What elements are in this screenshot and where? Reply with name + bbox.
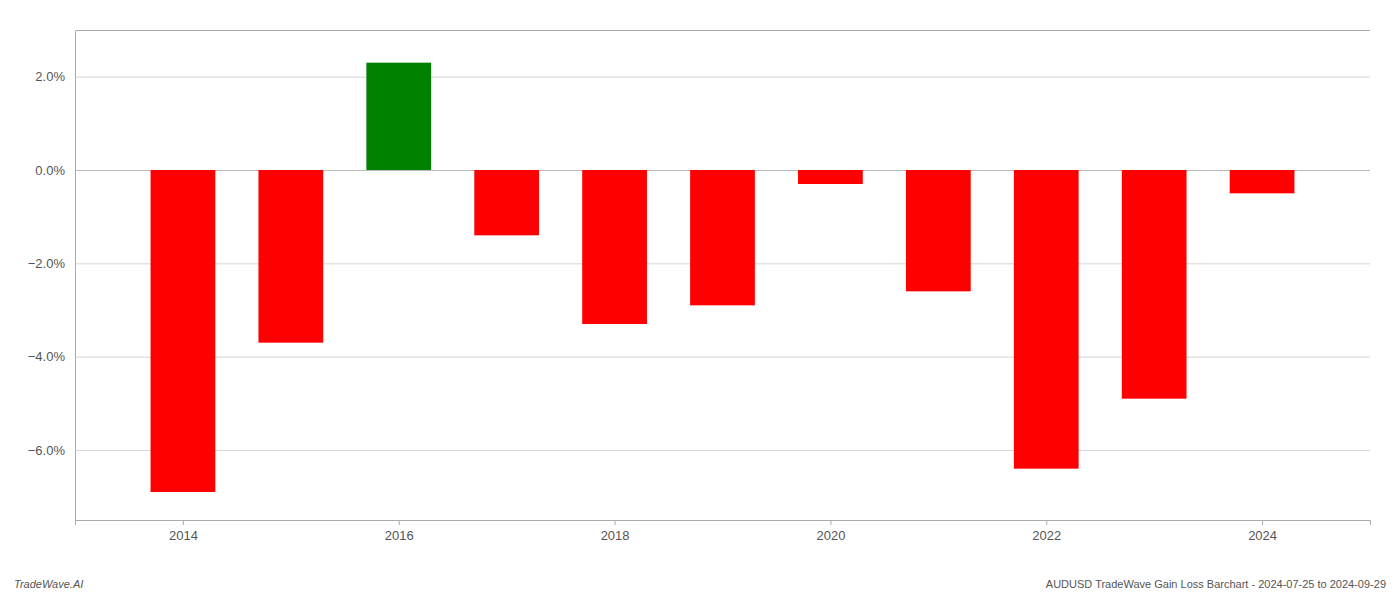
bar <box>1122 170 1187 399</box>
footer-right: AUDUSD TradeWave Gain Loss Barchart - 20… <box>1046 578 1386 590</box>
x-tick: 2016 <box>385 520 414 543</box>
bar <box>582 170 647 324</box>
y-tick-label: 0.0% <box>35 163 65 178</box>
x-tick-mark <box>1262 520 1263 525</box>
y-tick-label: 2.0% <box>35 69 65 84</box>
y-tick: −6.0% <box>28 443 1370 458</box>
y-grid-line <box>75 77 1370 78</box>
plot: 2.0%0.0%−2.0%−4.0%−6.0%20142016201820202… <box>28 31 1371 544</box>
x-tick: 2024 <box>1248 520 1277 543</box>
y-axis-line <box>76 31 1371 521</box>
bar <box>151 170 216 492</box>
bar <box>798 170 863 184</box>
chart: 2.0%0.0%−2.0%−4.0%−6.0%20142016201820202… <box>0 0 1400 600</box>
bar <box>690 170 755 305</box>
y-axis: 2.0% 0.0% −2.0% −4.0% −6.0% <box>28 31 1370 521</box>
x-tick-mark <box>615 520 616 525</box>
y-tick-label: −4.0% <box>28 349 66 364</box>
x-tick-mark <box>1046 520 1047 525</box>
x-axis: 2014 2016 2018 2020 2022 2024 <box>76 520 1371 543</box>
bar <box>258 170 323 343</box>
x-axis-line <box>76 521 1371 526</box>
bar <box>474 170 539 235</box>
footer-left: TradeWave.AI <box>14 578 83 590</box>
x-tick-mark <box>399 520 400 525</box>
bar <box>366 63 431 170</box>
y-tick-label: −2.0% <box>28 256 66 271</box>
y-grid-line <box>75 450 1370 451</box>
x-tick-label: 2022 <box>1032 528 1061 543</box>
bar <box>906 170 971 291</box>
x-tick: 2022 <box>1032 520 1061 543</box>
x-tick: 2020 <box>816 520 845 543</box>
x-tick-mark <box>183 520 184 525</box>
y-tick-label: −6.0% <box>28 443 66 458</box>
bars <box>151 63 1295 492</box>
x-tick: 2014 <box>169 520 198 543</box>
x-tick-label: 2016 <box>385 528 414 543</box>
x-tick-label: 2018 <box>601 528 630 543</box>
x-tick-mark <box>830 520 831 525</box>
x-tick-label: 2024 <box>1248 528 1277 543</box>
bar <box>1014 170 1079 469</box>
x-tick: 2018 <box>601 520 630 543</box>
bar <box>1230 170 1295 193</box>
y-tick: 2.0% <box>35 69 1370 84</box>
x-tick-label: 2014 <box>169 528 198 543</box>
x-tick-label: 2020 <box>816 528 845 543</box>
